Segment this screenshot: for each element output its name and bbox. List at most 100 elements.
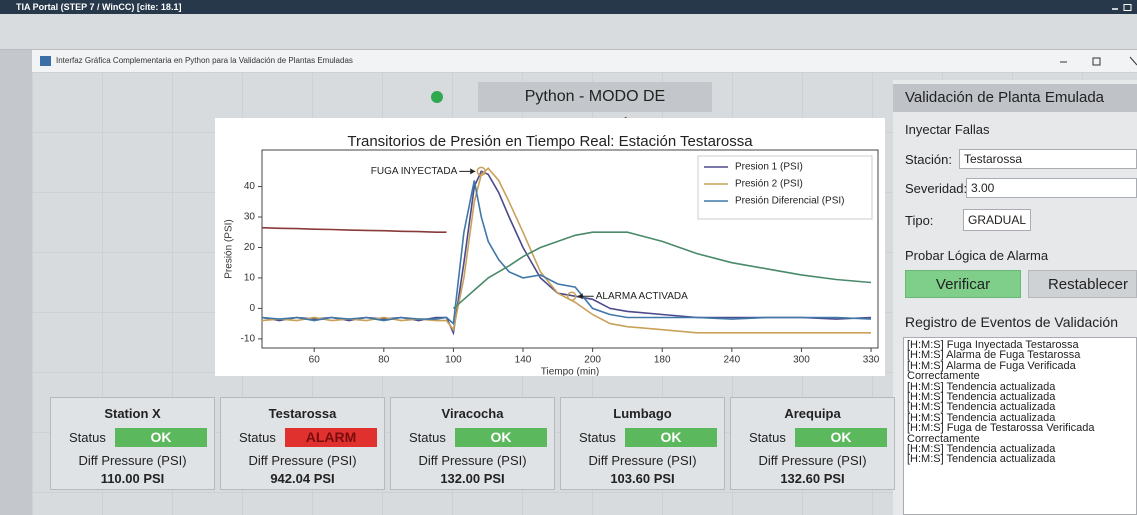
type-combo[interactable]: GRADUAL bbox=[963, 209, 1031, 231]
status-badge: OK bbox=[115, 428, 207, 447]
metric-value: 110.00 PSI bbox=[100, 471, 165, 486]
severity-label: Severidad: bbox=[905, 181, 968, 196]
station-name: Lumbago bbox=[613, 406, 672, 421]
y-tick-label: 30 bbox=[244, 212, 256, 223]
status-label: Status bbox=[69, 430, 106, 445]
status-label: Status bbox=[239, 430, 276, 445]
type-label: Tipo: bbox=[905, 213, 934, 228]
series-line bbox=[452, 231, 872, 310]
log-entry: Correctamente bbox=[907, 432, 980, 445]
annotation-arrowhead bbox=[470, 168, 476, 175]
app-controls[interactable] bbox=[1110, 3, 1134, 12]
station-card: Viracocha Status OK Diff Pressure (PSI) 132.… bbox=[390, 397, 555, 490]
log-entry: [H:M:S] Tendencia actualizada bbox=[907, 391, 1056, 404]
side-column bbox=[0, 50, 32, 515]
x-tick-label: 60 bbox=[309, 355, 321, 366]
metric-label: Diff Pressure (PSI) bbox=[758, 453, 867, 468]
series-line bbox=[261, 226, 447, 233]
status-badge: OK bbox=[455, 428, 547, 447]
status-label: Status bbox=[749, 430, 786, 445]
metric-label: Diff Pressure (PSI) bbox=[588, 453, 697, 468]
mode-label: Python - MODO DE EMULACIÓN bbox=[478, 82, 712, 135]
window-icon bbox=[40, 56, 51, 66]
series-line bbox=[261, 180, 872, 326]
panel-title: Validación de Planta Emulada bbox=[893, 84, 1137, 112]
station-name: Arequipa bbox=[784, 406, 841, 421]
x-tick-label: 100 bbox=[445, 355, 462, 366]
window-controls[interactable] bbox=[1052, 54, 1137, 68]
status-badge: OK bbox=[795, 428, 887, 447]
verify-button[interactable]: Verificar bbox=[905, 270, 1021, 298]
event-log: [H:M:S] Fuga Inyectada Testarossa [H:M:S]… bbox=[903, 337, 1137, 515]
x-tick-label: 80 bbox=[378, 355, 390, 366]
log-entry: [H:M:S] Tendencia actualizada bbox=[907, 411, 1056, 424]
severity-spin[interactable]: 3.00 bbox=[966, 178, 1137, 198]
status-badge: ALARM bbox=[285, 428, 377, 447]
metric-label: Diff Pressure (PSI) bbox=[418, 453, 527, 468]
series-line bbox=[261, 167, 871, 334]
metric-value: 942.04 PSI bbox=[270, 471, 335, 486]
metric-value: 103.60 PSI bbox=[610, 471, 675, 486]
x-tick-label: 180 bbox=[654, 355, 671, 366]
station-name: Testarossa bbox=[268, 406, 337, 421]
window-title: Interfaz Gráfica Complementaria en Pytho… bbox=[56, 56, 353, 65]
log-entry: Correctamente bbox=[907, 370, 980, 383]
log-entry: [H:M:S] Alarma de Fuga Testarossa bbox=[907, 349, 1081, 362]
metric-label: Diff Pressure (PSI) bbox=[78, 453, 187, 468]
chart: Transitorios de Presión en Tiempo Real: … bbox=[215, 118, 885, 376]
annotation: FUGA INYECTADA bbox=[371, 166, 458, 177]
log-entry: [H:M:S] Fuga de Testarossa Verificada bbox=[907, 422, 1095, 435]
y-tick-label: 40 bbox=[244, 181, 256, 192]
station-card: Arequipa Status OK Diff Pressure (PSI) 132.6… bbox=[730, 397, 895, 490]
station-card: Lumbago Status OK Diff Pressure (PSI) 103.60… bbox=[560, 397, 725, 490]
status-indicator bbox=[431, 91, 443, 103]
metric-value: 132.00 PSI bbox=[440, 471, 505, 486]
annotation-arrowhead bbox=[577, 293, 583, 300]
annotation: ALARMA ACTIVADA bbox=[596, 291, 688, 302]
window-title-bar: Interfaz Gráfica Complementaria en Pytho… bbox=[32, 50, 1137, 72]
app-title: TIA Portal (STEP 7 / WinCC) [cite: 18.1] bbox=[16, 2, 182, 12]
log-entry: [H:M:S] Tendencia actualizada bbox=[907, 380, 1056, 393]
legend-label: Presión 2 (PSI) bbox=[735, 179, 803, 190]
y-axis-label: Presión (PSI) bbox=[224, 219, 235, 278]
inject-heading: Inyectar Fallas bbox=[905, 122, 990, 137]
station-combo[interactable]: Testarossa bbox=[959, 149, 1137, 169]
annotation-point bbox=[566, 291, 577, 301]
y-tick-label: 20 bbox=[244, 242, 256, 253]
x-tick-label: 330 bbox=[863, 355, 880, 366]
metric-label: Diff Pressure (PSI) bbox=[248, 453, 357, 468]
status-label: Status bbox=[579, 430, 616, 445]
status-label: Status bbox=[409, 430, 446, 445]
station-name: Viracocha bbox=[441, 406, 504, 421]
station-label: Stación: bbox=[905, 152, 952, 167]
legend-label: Presion 1 (PSI) bbox=[735, 162, 803, 173]
metric-value: 132.60 PSI bbox=[780, 471, 845, 486]
validation-panel: Validación de Planta Emulada Inyectar Fa… bbox=[893, 80, 1137, 515]
station-card: Testarossa Status ALARM Diff Pressure (PSI)… bbox=[220, 397, 385, 490]
x-tick-label: 240 bbox=[723, 355, 740, 366]
x-axis-label: Tiempo (min) bbox=[541, 367, 600, 376]
log-entry: [H:M:S] Tendencia actualizada bbox=[907, 453, 1056, 466]
alarm-heading: Probar Lógica de Alarma bbox=[905, 248, 1049, 263]
station-card: Station X Status OK Diff Pressure (PSI) 110.… bbox=[50, 397, 215, 490]
x-tick-label: 300 bbox=[793, 355, 810, 366]
log-entry: [H:M:S] Tendencia actualizada bbox=[907, 443, 1056, 456]
y-tick-label: -10 bbox=[241, 334, 256, 345]
log-entry: [H:M:S] Tendencia actualizada bbox=[907, 401, 1056, 414]
log-entry: [H:M:S] Fuga Inyectada Testarossa bbox=[907, 339, 1079, 351]
y-tick-label: 0 bbox=[249, 303, 255, 314]
legend-label: Presión Diferencial (PSI) bbox=[735, 196, 844, 207]
app-title-bar: TIA Portal (STEP 7 / WinCC) [cite: 18.1] bbox=[0, 0, 1137, 14]
status-badge: OK bbox=[625, 428, 717, 447]
toolbar-strip bbox=[0, 14, 1137, 50]
chart-title: Transitorios de Presión en Tiempo Real: … bbox=[347, 133, 753, 150]
reset-button[interactable]: Restablecer bbox=[1028, 270, 1137, 298]
station-name: Station X bbox=[104, 406, 161, 421]
x-tick-label: 200 bbox=[584, 355, 601, 366]
x-tick-label: 140 bbox=[515, 355, 532, 366]
log-entry: [H:M:S] Alarma de Fuga Verificada bbox=[907, 359, 1076, 372]
y-tick-label: 10 bbox=[244, 273, 256, 284]
annotation-point bbox=[476, 166, 487, 177]
plot-frame bbox=[261, 149, 879, 349]
